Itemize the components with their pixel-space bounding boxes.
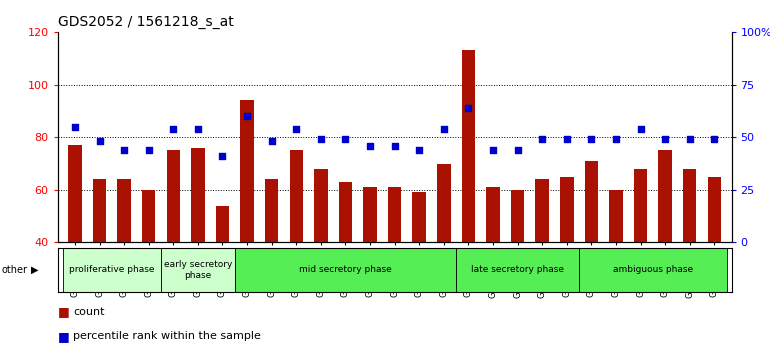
Point	[167, 126, 179, 132]
Bar	[191, 148, 205, 242]
Point	[241, 113, 253, 119]
Bar	[486, 187, 500, 242]
Point	[462, 105, 474, 110]
Point	[340, 136, 352, 142]
Bar	[339, 182, 352, 242]
Bar	[265, 179, 279, 242]
Text: mid secretory phase: mid secretory phase	[299, 266, 392, 274]
Point	[118, 147, 130, 153]
Text: ■: ■	[58, 330, 69, 343]
Point	[69, 124, 81, 130]
Point	[290, 126, 303, 132]
Bar	[117, 179, 131, 242]
Bar	[290, 150, 303, 242]
Bar	[584, 161, 598, 242]
Bar	[609, 190, 623, 242]
Text: early secretory
phase: early secretory phase	[164, 260, 232, 280]
Text: count: count	[73, 307, 105, 316]
Point	[585, 136, 598, 142]
Bar	[437, 164, 450, 242]
Bar	[462, 50, 475, 242]
Text: percentile rank within the sample: percentile rank within the sample	[73, 331, 261, 341]
Point	[388, 143, 400, 148]
Text: ■: ■	[58, 305, 69, 318]
Bar	[535, 179, 549, 242]
Bar	[560, 177, 574, 242]
Bar	[579, 248, 727, 292]
Bar	[413, 193, 426, 242]
Point	[536, 136, 548, 142]
Bar	[166, 150, 180, 242]
Bar	[363, 187, 377, 242]
Point	[561, 136, 573, 142]
Text: late secretory phase: late secretory phase	[471, 266, 564, 274]
Point	[511, 147, 524, 153]
Text: proliferative phase: proliferative phase	[69, 266, 155, 274]
Point	[142, 147, 155, 153]
Point	[610, 136, 622, 142]
Text: GDS2052 / 1561218_s_at: GDS2052 / 1561218_s_at	[58, 16, 233, 29]
Bar	[240, 100, 254, 242]
Text: ▶: ▶	[31, 265, 38, 275]
Point	[315, 136, 327, 142]
Point	[93, 138, 105, 144]
Point	[708, 136, 721, 142]
Bar	[142, 190, 156, 242]
Point	[364, 143, 377, 148]
Point	[266, 138, 278, 144]
Bar	[69, 145, 82, 242]
Point	[634, 126, 647, 132]
Point	[192, 126, 204, 132]
Point	[413, 147, 425, 153]
Bar	[708, 177, 721, 242]
Bar	[62, 248, 161, 292]
Point	[659, 136, 671, 142]
Point	[684, 136, 696, 142]
Bar	[161, 248, 235, 292]
Point	[437, 126, 450, 132]
Bar	[634, 169, 648, 242]
Point	[487, 147, 499, 153]
Bar	[683, 169, 696, 242]
Point	[216, 153, 229, 159]
Bar	[658, 150, 672, 242]
Bar	[456, 248, 579, 292]
Bar	[388, 187, 401, 242]
Bar	[216, 206, 229, 242]
Bar	[93, 179, 106, 242]
Text: other: other	[2, 265, 28, 275]
Text: ambiguous phase: ambiguous phase	[613, 266, 693, 274]
Bar	[314, 169, 327, 242]
Bar	[511, 190, 524, 242]
Bar	[235, 248, 456, 292]
